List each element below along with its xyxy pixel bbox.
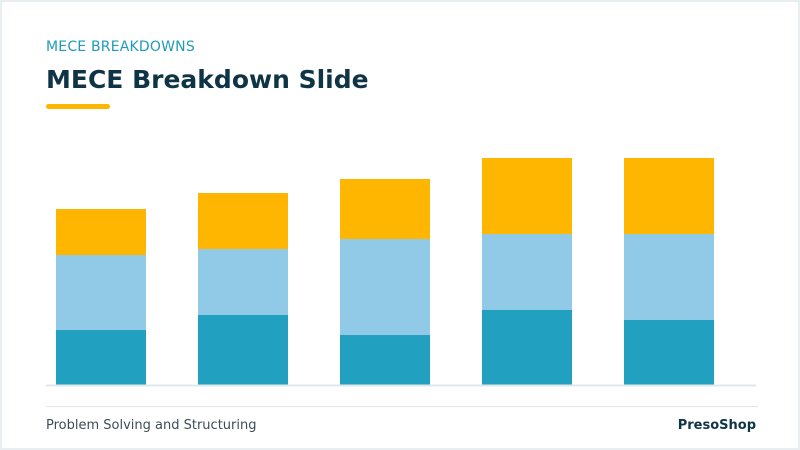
bar-segment-2-3 — [198, 193, 288, 249]
bar-segment-4-1 — [482, 310, 572, 385]
slide-title: MECE Breakdown Slide — [46, 65, 369, 94]
bar-segment-1-3 — [56, 209, 146, 255]
bar-segment-2-2 — [198, 249, 288, 315]
title-accent-bar — [46, 104, 110, 109]
footer-brand: PresoShop — [677, 418, 756, 433]
bar-segment-2-1 — [198, 315, 288, 385]
bar-segment-1-1 — [56, 330, 146, 385]
bar-segment-3-3 — [340, 179, 430, 239]
bar-segment-5-3 — [624, 158, 714, 234]
bar-segment-3-1 — [340, 335, 430, 385]
footer-divider — [46, 406, 758, 407]
footer-topic: Problem Solving and Structuring — [46, 418, 257, 433]
bar-segment-5-2 — [624, 234, 714, 320]
bar-segment-4-2 — [482, 234, 572, 310]
bar-segment-4-3 — [482, 158, 572, 234]
bar-segment-3-2 — [340, 239, 430, 335]
bar-segment-5-1 — [624, 320, 714, 385]
bar-segment-1-2 — [56, 255, 146, 330]
section-kicker: MECE BREAKDOWNS — [46, 39, 195, 55]
